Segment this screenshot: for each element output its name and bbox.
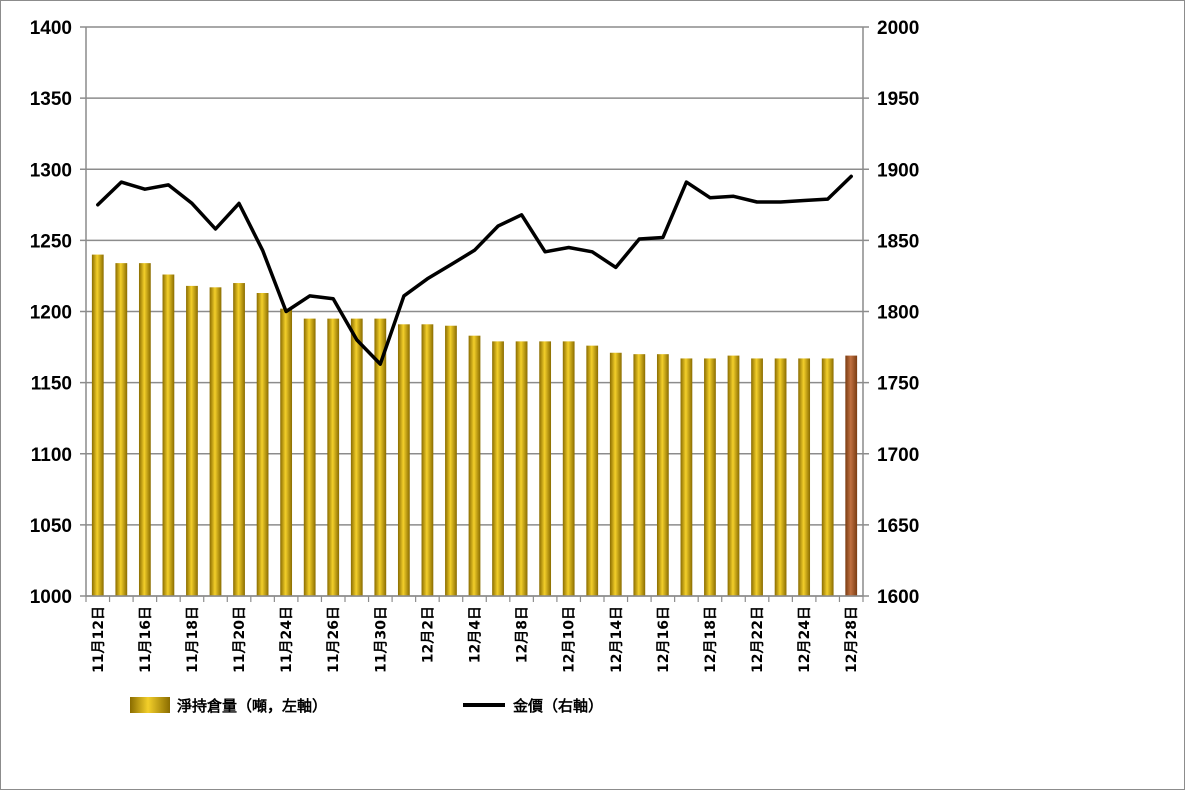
tick-labels: 1000 1050 1100 1150 1200 1250 1300 1350 1400 1600… [30,18,920,673]
right-tick-label-1: 1650 [877,516,919,537]
right-tick-label-2: 1700 [877,445,919,466]
bar-2 [138,263,151,596]
bar-4 [186,285,198,596]
right-tick-label-7: 1950 [877,89,919,110]
x-tick-label-10: 11月26日 [326,606,342,673]
bar-11 [350,318,363,596]
bar-22 [609,352,622,596]
x-tick-label-4: 11月18日 [185,606,201,673]
right-tick-label-5: 1850 [877,231,919,252]
x-tick-label-6: 11月20日 [232,606,248,673]
x-tick-label-14: 12月2日 [420,606,436,663]
right-tick-label-6: 1900 [877,160,919,181]
bar-series [91,254,858,596]
bar-28 [751,358,763,596]
x-tick-label-24: 12月16日 [656,606,672,673]
bar-26 [704,358,716,596]
x-tick-label-16: 12月4日 [468,606,484,663]
bar-31 [821,358,834,596]
bar-21 [586,345,599,596]
right-tick-label-8: 2000 [877,18,919,39]
right-tick-label-4: 1800 [877,303,919,324]
left-tick-label-1: 1050 [30,516,72,537]
x-tick-label-30: 12月24日 [797,606,813,673]
x-tick-label-26: 12月18日 [703,606,719,673]
bar-0 [91,254,104,596]
x-tick-label-8: 11月24日 [279,606,295,673]
bar-10 [327,318,340,596]
bar-17 [492,341,504,596]
bar-14 [421,324,434,596]
left-tick-label-8: 1400 [30,18,72,39]
right-tick-label-0: 1600 [877,587,919,608]
bar-23 [633,354,646,596]
x-tick-label-0: 11月12日 [91,606,107,673]
bar-20 [562,341,575,596]
left-tick-label-7: 1350 [30,89,72,110]
bar-8 [280,308,293,596]
left-tick-label-4: 1200 [30,303,72,324]
x-tick-label-18: 12月8日 [515,606,531,663]
bar-13 [397,324,410,596]
bar-29 [774,358,787,596]
bar-9 [303,318,316,596]
bar-3 [162,274,175,596]
left-tick-label-6: 1300 [30,160,72,181]
bar-7 [256,293,269,596]
x-tick-label-22: 12月14日 [609,606,625,673]
x-tick-label-2: 11月16日 [138,606,154,673]
x-tick-label-32: 12月28日 [844,606,860,673]
bar-12 [374,318,387,596]
left-tick-label-3: 1150 [31,374,72,395]
bar-32 [845,355,858,596]
x-tick-label-12: 11月30日 [373,606,389,673]
legend-swatch-bars [130,697,170,713]
legend: 淨持倉量（噸，左軸） 金價（右軸） [130,697,603,715]
legend-label-line: 金價（右軸） [512,697,603,715]
bar-30 [798,358,811,596]
legend-label-bars: 淨持倉量（噸，左軸） [177,697,327,715]
bar-25 [680,358,693,596]
bar-19 [539,341,552,596]
bar-15 [445,325,457,596]
line-series [96,174,853,366]
x-tick-label-28: 12月22日 [750,606,766,673]
bar-24 [656,354,669,596]
bar-27 [727,355,740,596]
right-tick-label-3: 1750 [877,374,919,395]
left-tick-label-5: 1250 [30,231,72,252]
x-tick-label-20: 12月10日 [562,606,578,673]
left-tick-label-0: 1000 [30,587,72,608]
bar-1 [115,263,128,596]
bar-5 [209,287,222,596]
left-tick-label-2: 1100 [31,445,72,466]
axes [80,26,869,602]
bar-16 [468,335,481,596]
bar-6 [233,283,245,596]
bar-18 [515,341,528,596]
